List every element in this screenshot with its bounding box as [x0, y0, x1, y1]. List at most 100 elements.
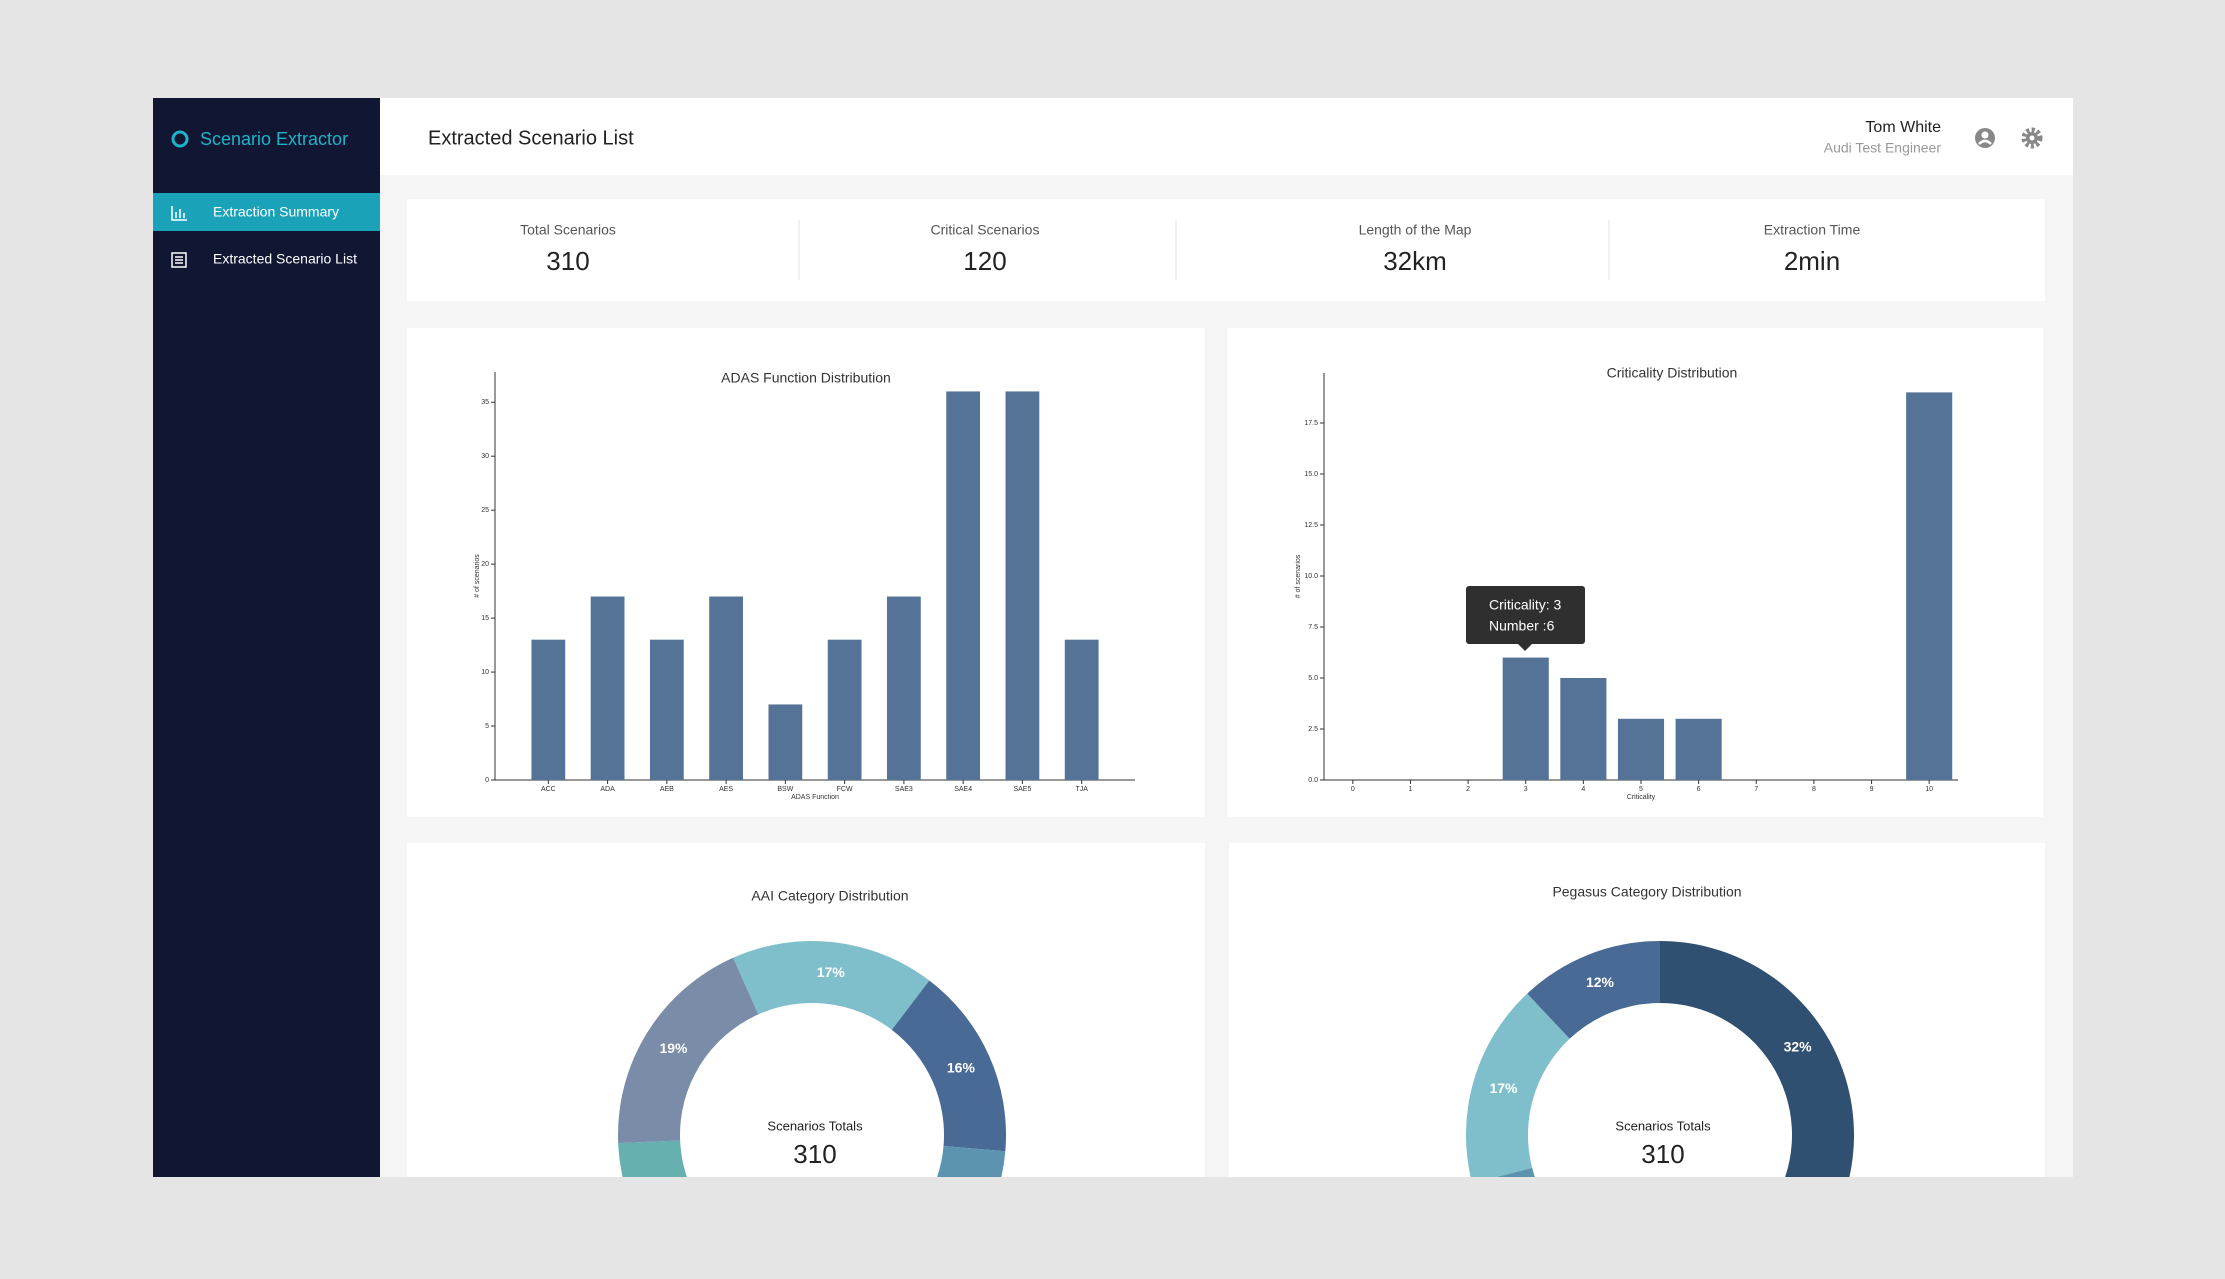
bar — [1906, 392, 1953, 780]
stats-card — [407, 199, 2045, 301]
x-tick-label: TJA — [1075, 786, 1088, 793]
sidebar — [153, 98, 380, 1177]
menu-item[interactable]: Extracted Scenario List — [213, 251, 357, 267]
user-role: Audi Test Engineer — [1824, 140, 1942, 156]
x-tick-label: 0 — [1351, 786, 1355, 793]
x-tick-label: SAE5 — [1013, 786, 1031, 793]
donut-segment — [1466, 993, 1570, 1177]
y-tick-label: 17.5 — [1304, 420, 1318, 427]
bar — [1064, 639, 1099, 780]
x-tick-label: ADA — [600, 786, 615, 793]
donut: 32% 17% 12% — [1466, 941, 1854, 1279]
donut-segment — [937, 1146, 1006, 1177]
donut-segment — [1496, 1167, 1535, 1177]
data-label: 17% — [817, 964, 846, 980]
chart-title: AAI Category Distribution — [751, 888, 908, 904]
chart-title: ADAS Function Distribution — [721, 370, 891, 386]
donut-segment — [705, 1245, 880, 1279]
bar — [1502, 657, 1549, 780]
bar — [946, 391, 981, 780]
tooltip-arrow — [1518, 644, 1532, 651]
menu-item[interactable]: Extraction Summary — [213, 204, 339, 220]
y-tick-label: 7.5 — [1308, 624, 1318, 631]
x-tick-label: FCW — [837, 786, 853, 793]
user-icon[interactable] — [1975, 128, 1995, 148]
x-axis-label: Criticality — [1627, 794, 1656, 801]
data-label: 17% — [1489, 1080, 1518, 1096]
stat-label: Total Scenarios — [520, 222, 616, 238]
y-tick-label: 12.5 — [1304, 522, 1318, 529]
y-axis-label: # of scenarios — [1295, 554, 1302, 598]
y-tick-label: 2.5 — [1308, 726, 1318, 733]
chart-panel — [1229, 843, 2045, 1177]
y-tick-label: 5 — [485, 723, 489, 730]
x-tick-label: 8 — [1812, 786, 1816, 793]
settings-icon[interactable] — [2021, 127, 2043, 149]
y-tick-label: 0.0 — [1308, 777, 1318, 784]
stat-label: Length of the Map — [1359, 222, 1472, 238]
donut-segment — [1527, 941, 1660, 1039]
data-label: 19% — [659, 1040, 688, 1056]
x-tick-label: 10 — [1925, 786, 1933, 793]
y-tick-label: 10 — [481, 669, 489, 676]
stat-value: 310 — [546, 246, 589, 276]
data-label: 16% — [947, 1059, 976, 1075]
bar — [590, 596, 625, 780]
donut-segment — [1624, 1191, 1836, 1279]
header — [380, 98, 2073, 175]
page-title: Extracted Scenario List — [428, 127, 634, 149]
x-tick-label: BSW — [777, 786, 793, 793]
donut-segment — [1660, 941, 1854, 1177]
y-tick-label: 20 — [481, 561, 489, 568]
y-tick-label: 0 — [485, 777, 489, 784]
user-name: Tom White — [1865, 119, 1941, 136]
bar — [768, 704, 803, 780]
x-tick-label: AEB — [660, 786, 674, 793]
x-tick-label: SAE3 — [895, 786, 913, 793]
x-tick-label: 3 — [1524, 786, 1528, 793]
list-icon — [171, 252, 187, 268]
tooltip-text: Number :6 — [1489, 618, 1555, 634]
x-tick-label: SAE4 — [954, 786, 972, 793]
tooltip — [1466, 586, 1585, 644]
stat-label: Extraction Time — [1764, 222, 1861, 238]
x-tick-label: 2 — [1466, 786, 1470, 793]
center-label: Scenarios Totals — [767, 1118, 863, 1133]
x-tick-label: ACC — [541, 786, 556, 793]
donut-segment — [733, 941, 930, 1030]
donut-segment — [618, 1140, 687, 1177]
chart-title: Criticality Distribution — [1607, 365, 1738, 381]
center-value: 310 — [793, 1139, 836, 1169]
x-axis-label: ADAS Function — [791, 794, 839, 801]
bar — [531, 639, 566, 780]
brand: Scenario Extractor — [200, 129, 348, 149]
stat-value: 120 — [963, 246, 1006, 276]
y-tick-label: 5.0 — [1308, 675, 1318, 682]
center-value: 310 — [1641, 1139, 1684, 1169]
chart-title: Pegasus Category Distribution — [1552, 884, 1741, 900]
chart-panel — [407, 843, 1205, 1177]
data-label: 12% — [1586, 974, 1615, 990]
donut: 17% 16% 19% — [617, 941, 1007, 1279]
bar — [649, 639, 684, 780]
bar — [1675, 718, 1722, 780]
x-tick-label: 5 — [1639, 786, 1643, 793]
tooltip-text: Criticality: 3 — [1489, 597, 1562, 613]
bar — [1617, 718, 1665, 780]
bar — [827, 639, 862, 780]
brand-icon — [171, 130, 189, 148]
y-tick-label: 25 — [481, 507, 489, 514]
menu-item-active[interactable] — [153, 193, 380, 231]
y-tick-label: 15.0 — [1304, 471, 1318, 478]
donut-segment — [617, 957, 759, 1144]
stat-value: 32km — [1383, 246, 1447, 276]
y-tick-label: 15 — [481, 615, 489, 622]
bar — [887, 596, 921, 780]
center-label: Scenarios Totals — [1615, 1118, 1711, 1133]
bar — [1005, 391, 1040, 780]
stat-label: Critical Scenarios — [931, 222, 1040, 238]
chart-icon — [171, 206, 187, 221]
y-tick-label: 35 — [481, 399, 489, 406]
